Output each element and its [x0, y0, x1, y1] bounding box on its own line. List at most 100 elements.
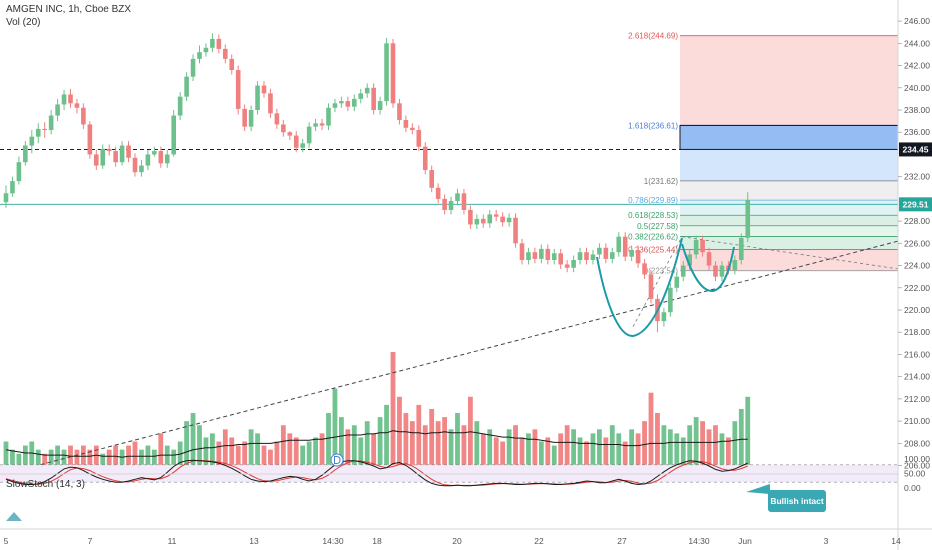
price-tick-label: 232.00 [904, 172, 930, 182]
volume-bar [164, 445, 170, 470]
candle-body [377, 101, 383, 110]
volume-bar [693, 417, 699, 470]
volume-bar [500, 441, 506, 470]
volume-bar [429, 408, 435, 470]
volume-bar [390, 352, 396, 470]
candle-body [261, 85, 267, 94]
annotation-pointer [746, 484, 770, 494]
stochastic-legend[interactable]: SlowStoch (14, 3) [6, 479, 85, 490]
candle-body [493, 214, 499, 217]
volume-bar [126, 445, 131, 470]
price-tick-label: 226.00 [904, 238, 930, 248]
time-tick-label: Jun [738, 536, 752, 546]
candle-body [197, 52, 202, 59]
volume-bar [732, 421, 738, 470]
candle-body [35, 128, 41, 137]
volume-bar [151, 449, 157, 470]
volume-bar [719, 433, 725, 470]
annotation-text: Bullish intact [770, 496, 824, 506]
dividend-marker-icon[interactable] [330, 453, 344, 467]
volume-legend[interactable]: Vol (20) [6, 17, 41, 28]
volume-bar [332, 388, 338, 470]
candle-body [61, 94, 67, 105]
volume-bar [364, 421, 370, 470]
time-tick-label: 13 [249, 536, 259, 546]
fib-zone-highlight [680, 125, 898, 150]
candle-body [448, 201, 454, 210]
fib-level-label: 0.618(228.53) [628, 211, 678, 220]
candle-body [293, 135, 299, 148]
candle-body [371, 87, 376, 110]
candle-body [732, 260, 738, 270]
volume-bar [261, 445, 267, 470]
candle-body [164, 154, 170, 164]
volume-bar [422, 425, 428, 470]
volume-bar [468, 396, 473, 470]
volume-bar [680, 437, 686, 470]
price-tick-label: 206.00 [904, 461, 930, 471]
volume-bar [274, 441, 280, 470]
volume-bar [339, 417, 344, 470]
annotation-box[interactable] [768, 490, 826, 512]
volume-bar [255, 433, 260, 470]
volume-bar [229, 437, 235, 470]
time-tick-label: 5 [4, 536, 9, 546]
volume-bar [48, 449, 54, 470]
candle-body [384, 43, 389, 102]
candle-body [700, 240, 705, 253]
stoch-k-line [5, 459, 749, 487]
candle-body [326, 107, 331, 126]
volume-bar [74, 449, 80, 470]
volume-bar [461, 425, 467, 470]
volume-bar [706, 429, 712, 470]
candle-body [29, 136, 35, 146]
candle-body [648, 274, 654, 299]
candle-body [210, 38, 215, 48]
volume-bar [648, 392, 654, 470]
volume-bar [93, 445, 99, 470]
volume-ma-line [5, 430, 748, 458]
volume-bar [16, 453, 22, 470]
candle-body [403, 120, 409, 128]
volume-bar [603, 437, 609, 470]
volume-bar [158, 433, 164, 470]
candle-body [255, 85, 260, 110]
candle-body [100, 148, 106, 166]
candle-body [332, 103, 338, 108]
symbol-legend[interactable]: AMGEN INC, 1h, Cboe BZX [6, 4, 132, 15]
volume-bar [100, 453, 106, 470]
candle-body [190, 58, 196, 77]
price-tick-label: 222.00 [904, 283, 930, 293]
candle-body [577, 252, 583, 260]
candle-body [474, 218, 480, 225]
volume-bar [513, 425, 518, 470]
time-tick-label: 7 [88, 536, 93, 546]
candle-body [590, 254, 596, 260]
candle-body [622, 236, 628, 257]
candle-body [177, 96, 183, 116]
cup-rim-line [632, 236, 683, 327]
candle-body [306, 126, 312, 144]
candle-body [16, 162, 22, 182]
fib-level-label: 0.5(227.58) [637, 222, 678, 231]
candle-body [706, 252, 712, 266]
handle-curve [681, 243, 735, 293]
candle-body [229, 58, 235, 70]
candle-body [642, 263, 647, 275]
candle-body [268, 93, 273, 114]
volume-bar [700, 421, 705, 470]
price-tick-label: 224.00 [904, 261, 930, 271]
volume-bar [326, 413, 331, 470]
time-tick-label: 27 [617, 536, 627, 546]
fib-zone [680, 215, 898, 226]
volume-bar [319, 433, 325, 470]
descending-trendline [681, 236, 899, 270]
cup-and-handle-group [596, 237, 735, 338]
volume-bar [474, 421, 480, 470]
volume-bar [442, 417, 447, 470]
candle-body [455, 193, 460, 202]
volume-bar [622, 441, 628, 470]
candle-body [281, 124, 286, 133]
candle-body [629, 250, 634, 257]
